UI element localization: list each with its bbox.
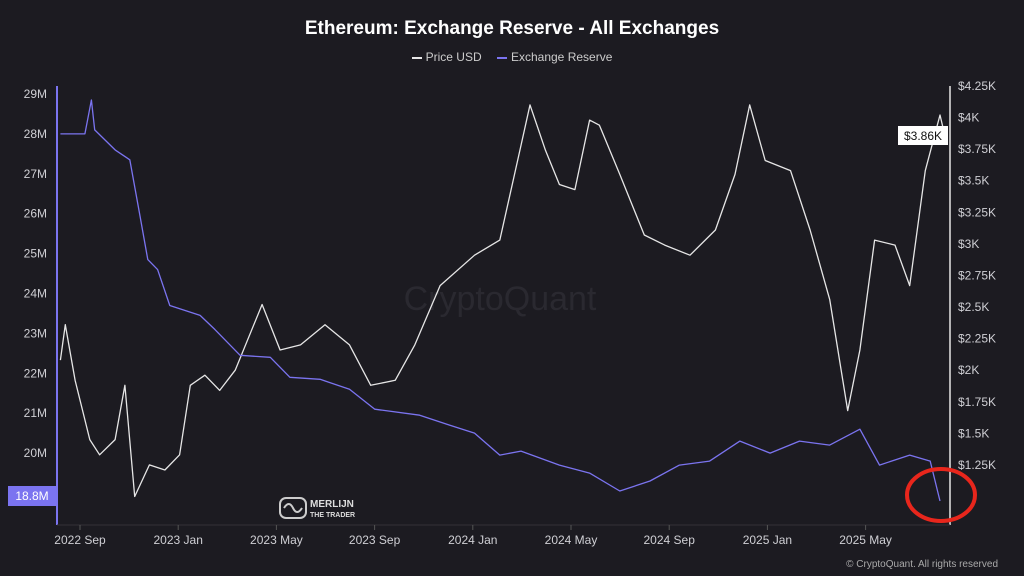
watermark: CryptoQuant [404,280,597,318]
left-tick-label: 20M [24,446,47,460]
logo-mark [279,497,307,519]
right-tick-label: $2.25K [958,332,996,346]
svg-text:MERLIJN: MERLIJN [310,499,354,510]
right-tick-label: $1.5K [958,426,989,440]
current-reserve-badge [8,486,56,506]
series-line-exchange-reserve [60,99,941,502]
x-tick-label: 2023 Sep [349,533,401,547]
left-tick-label: 24M [24,287,47,301]
right-tick-label: $4.25K [958,79,996,93]
left-tick-label: 23M [24,326,47,340]
right-tick-label: $3.5K [958,174,989,188]
x-tick-label: 2024 Sep [644,533,696,547]
series-line-price-usd [59,104,946,498]
legend-item-reserve[interactable]: Exchange Reserve [496,50,613,64]
logo-infinity-icon [283,503,303,513]
legend-swatch-price [411,56,422,59]
highlight-circle [905,467,977,523]
right-tick-label: $3.75K [958,142,996,156]
legend-item-price[interactable]: Price USD [411,50,482,64]
x-tick-label: 2025 Jan [743,533,792,547]
svg-text:THE TRADER: THE TRADER [310,512,355,519]
x-tick-label: 2025 May [839,533,892,547]
current-reserve-label: 18.8M [15,489,48,503]
merlijn-logo: MERLIJN THE TRADER [279,497,355,519]
legend-label-price: Price USD [425,50,482,64]
right-tick-label: $3.25K [958,205,996,219]
right-tick-label: $1.25K [958,458,996,472]
right-tick-label: $2.75K [958,268,996,282]
left-tick-label: 22M [24,366,47,380]
x-tick-label: 2024 Jan [448,533,497,547]
current-price-label: $3.86K [904,129,942,143]
x-tick-label: 2023 Jan [154,533,203,547]
left-tick-label: 21M [24,406,47,420]
current-price-badge [898,126,948,145]
legend: Price USD Exchange Reserve [0,50,1024,64]
x-tick-label: 2023 May [250,533,303,547]
left-tick-label: 29M [24,87,47,101]
x-tick-label: 2022 Sep [54,533,106,547]
right-tick-label: $1.75K [958,395,996,409]
left-tick-label: 26M [24,207,47,221]
legend-label-reserve: Exchange Reserve [510,50,613,64]
right-tick-label: $3K [958,237,979,251]
x-tick-label: 2024 May [545,533,598,547]
left-tick-label: 28M [24,127,47,141]
legend-swatch-reserve [496,56,507,59]
right-tick-label: $2K [958,363,979,377]
left-tick-label: 25M [24,247,47,261]
chart-title: Ethereum: Exchange Reserve - All Exchang… [304,18,720,39]
left-tick-label: 27M [24,167,47,181]
right-tick-label: $4K [958,111,979,125]
copyright-footer: © CryptoQuant. All rights reserved [846,559,998,570]
right-tick-label: $2.5K [958,300,989,314]
